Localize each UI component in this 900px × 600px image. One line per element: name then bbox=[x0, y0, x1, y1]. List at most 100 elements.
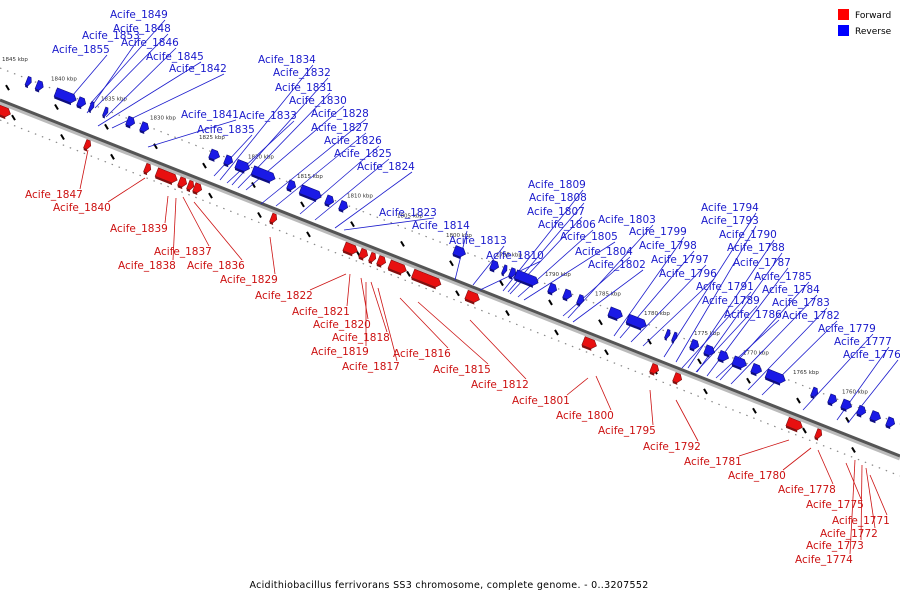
gene-label-reverse: Acife_1793 bbox=[701, 215, 759, 227]
scale-tick-lower bbox=[703, 388, 708, 395]
leader-line-reverse bbox=[675, 225, 757, 363]
gene-reverse bbox=[102, 106, 109, 119]
gene-reverse-shadow bbox=[731, 364, 742, 371]
gene-forward bbox=[143, 162, 152, 176]
gene-label-forward: Acife_1792 bbox=[643, 441, 701, 453]
gene-label-reverse: Acife_1794 bbox=[701, 202, 759, 214]
gene-label-reverse: Acife_1848 bbox=[113, 23, 171, 35]
leader-line-forward bbox=[649, 389, 654, 426]
gene-reverse bbox=[76, 96, 87, 110]
gene-label-forward: Acife_1773 bbox=[806, 540, 864, 552]
gene-reverse-body bbox=[76, 96, 87, 108]
gene-forward-shadow bbox=[368, 260, 373, 265]
gene-label-reverse: Acife_1814 bbox=[412, 220, 470, 232]
gene-label-forward: Acife_1774 bbox=[795, 554, 853, 566]
scale-tick-lower bbox=[802, 427, 807, 434]
gene-forward-shadow bbox=[269, 221, 274, 226]
gene-reverse bbox=[717, 349, 730, 364]
scale-label: 1800 kbp bbox=[446, 233, 472, 239]
gene-reverse-shadow bbox=[626, 322, 642, 331]
gene-reverse-shadow bbox=[562, 297, 568, 302]
gene-reverse-body bbox=[703, 344, 716, 356]
scale-tick-upper bbox=[54, 104, 59, 111]
leader-line-reverse bbox=[472, 245, 505, 286]
leader-line-reverse bbox=[213, 134, 253, 177]
gene-reverse-shadow bbox=[765, 377, 781, 386]
leader-line-forward bbox=[309, 273, 347, 291]
leader-line-reverse bbox=[730, 294, 818, 385]
gene-label-forward: Acife_1847 bbox=[25, 189, 83, 201]
gene-label-reverse: Acife_1791 bbox=[696, 281, 754, 293]
gene-forward-body bbox=[342, 241, 358, 255]
gene-label-forward: Acife_1772 bbox=[820, 528, 878, 540]
leader-line-reverse bbox=[695, 305, 758, 373]
gene-label-reverse: Acife_1776 bbox=[843, 349, 900, 361]
gene-forward-shadow bbox=[143, 171, 148, 176]
gene-label-reverse: Acife_1786 bbox=[724, 309, 782, 321]
leader-line-forward bbox=[193, 201, 243, 261]
gene-reverse bbox=[827, 393, 838, 407]
gene-label-forward: Acife_1829 bbox=[220, 274, 278, 286]
gene-reverse bbox=[547, 282, 558, 296]
gene-reverse-body bbox=[562, 288, 573, 300]
leader-line-reverse bbox=[343, 217, 435, 231]
gene-forward bbox=[269, 212, 278, 226]
leader-line-forward bbox=[675, 399, 699, 442]
leader-line-forward bbox=[107, 177, 146, 203]
gene-label-reverse: Acife_1835 bbox=[197, 124, 255, 136]
gene-label-forward: Acife_1839 bbox=[110, 223, 168, 235]
gene-forward-shadow bbox=[649, 371, 655, 376]
scale-tick-lower bbox=[851, 446, 856, 453]
gene-reverse bbox=[208, 148, 221, 162]
gene-label-reverse: Acife_1833 bbox=[239, 110, 297, 122]
gene-reverse-shadow bbox=[234, 167, 245, 174]
leader-line-forward bbox=[869, 474, 888, 516]
gene-label-forward: Acife_1815 bbox=[433, 364, 491, 376]
gene-reverse bbox=[88, 101, 95, 113]
gene-label-reverse: Acife_1841 bbox=[181, 109, 239, 121]
gene-reverse-body bbox=[764, 368, 786, 384]
gene-reverse bbox=[508, 267, 517, 280]
gene-reverse-shadow bbox=[717, 358, 724, 364]
gene-reverse-shadow bbox=[856, 413, 862, 418]
gene-label-reverse: Acife_1787 bbox=[733, 257, 791, 269]
scale-label: 1775 kbp bbox=[694, 331, 720, 337]
scale-label: 1770 kbp bbox=[743, 350, 769, 356]
gene-forward-shadow bbox=[83, 147, 88, 152]
gene-label-reverse: Acife_1790 bbox=[719, 229, 777, 241]
gene-reverse bbox=[286, 179, 297, 193]
scale-label: 1830 kbp bbox=[150, 116, 176, 122]
leader-line-reverse bbox=[260, 118, 367, 205]
gene-forward-shadow bbox=[814, 437, 819, 441]
gene-reverse-body bbox=[513, 269, 539, 286]
gene-label-reverse: Acife_1804 bbox=[575, 246, 633, 258]
gene-forward-body bbox=[411, 268, 442, 288]
gene-reverse bbox=[338, 200, 349, 213]
gene-forward-body bbox=[177, 176, 188, 188]
gene-label-reverse: Acife_1807 bbox=[527, 206, 585, 218]
gene-reverse-shadow bbox=[750, 371, 757, 377]
gene-reverse-body bbox=[125, 115, 136, 127]
gene-reverse bbox=[24, 75, 32, 89]
gene-reverse-body bbox=[810, 386, 819, 398]
genome-axis bbox=[0, 98, 900, 461]
gene-forward-body bbox=[358, 247, 369, 259]
gene-reverse-body bbox=[689, 338, 700, 350]
leader-line-reverse bbox=[86, 40, 138, 114]
gene-forward-shadow bbox=[581, 344, 592, 351]
legend-forward-label: Forward bbox=[855, 11, 891, 21]
gene-forward-shadow bbox=[192, 191, 198, 196]
gene-forward bbox=[0, 104, 11, 120]
gene-reverse bbox=[489, 259, 500, 273]
gene-reverse-body bbox=[324, 194, 335, 206]
scale-tick-upper bbox=[300, 201, 305, 208]
gene-reverse-shadow bbox=[885, 425, 891, 430]
gene-label-reverse: Acife_1779 bbox=[818, 323, 876, 335]
gene-label-forward: Acife_1771 bbox=[832, 515, 890, 527]
gene-reverse-shadow bbox=[338, 208, 344, 213]
gene-reverse-body bbox=[731, 355, 747, 369]
map-caption: Acidithiobacillus ferrivorans SS3 chromo… bbox=[249, 580, 648, 591]
gene-label-forward: Acife_1817 bbox=[342, 361, 400, 373]
gene-reverse bbox=[731, 355, 747, 371]
gene-label-forward: Acife_1840 bbox=[53, 202, 111, 214]
